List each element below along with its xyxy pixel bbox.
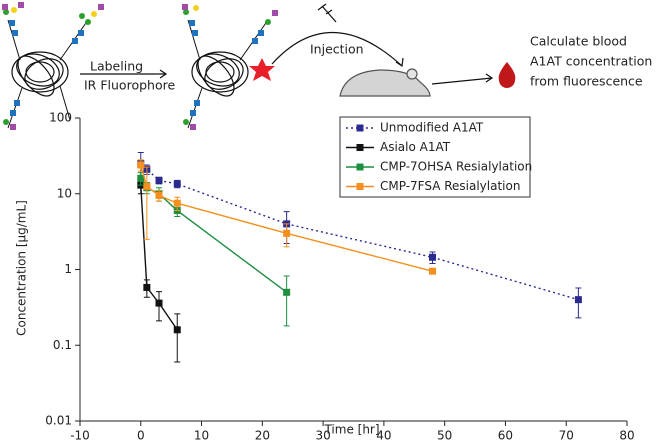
annotation: A1AT concentration [530, 54, 652, 69]
series-line [140, 185, 178, 331]
marker [173, 199, 181, 207]
x-tick-label: 80 [619, 429, 634, 442]
mouse-ear [406, 68, 418, 80]
y-tick-label: 0.1 [53, 338, 72, 352]
error-bar [283, 275, 290, 327]
arrow [271, 32, 404, 68]
legend-label: Asialo A1AT [380, 140, 451, 154]
marker [155, 176, 163, 184]
legend-label: Unmodified A1AT [380, 121, 484, 135]
marker [137, 161, 145, 169]
marker [429, 267, 437, 275]
schematic [2, 2, 516, 130]
legend-box [339, 116, 531, 198]
syringe [317, 3, 337, 23]
marker [137, 174, 145, 182]
annotation: from fluorescence [530, 74, 643, 89]
x-tick-label: 20 [255, 429, 270, 442]
arrow [80, 69, 168, 79]
series-line [140, 177, 288, 293]
protein-blob [11, 51, 69, 97]
legend-marker [356, 183, 364, 190]
annotation: Calculate blood [530, 34, 627, 49]
x-tick-label: 50 [437, 429, 452, 442]
fluorophore-star [249, 58, 275, 81]
error-bar [143, 166, 150, 240]
x-tick-label: 70 [559, 429, 574, 442]
marker [155, 299, 163, 307]
y-tick-label: 1 [64, 262, 72, 276]
legend-label: CMP-7OHSA Resialylation [380, 160, 532, 174]
marker [173, 326, 181, 334]
x-tick-label: 30 [315, 429, 330, 442]
annotation: Labeling [90, 59, 143, 74]
marker [574, 296, 582, 304]
arrow [431, 73, 494, 85]
protein-blob [191, 51, 249, 97]
y-tick-label: 10 [57, 186, 72, 200]
legend: Unmodified A1AT Asialo A1AT CMP-7OHSA Resi… [339, 116, 532, 198]
marker [429, 253, 437, 261]
legend-marker [356, 163, 364, 171]
marker [283, 229, 291, 237]
annotation: IR Fluorophore [84, 78, 175, 93]
marker [143, 182, 151, 190]
marker [143, 283, 151, 291]
error-bar [174, 313, 181, 363]
marker [155, 191, 163, 199]
x-tick-label: 40 [376, 429, 391, 442]
legend-marker [356, 144, 364, 151]
blood-drop [498, 62, 516, 88]
series-line [140, 164, 433, 272]
marker [283, 288, 291, 296]
marker [173, 180, 181, 188]
legend-label: CMP-7FSA Resialylation [380, 179, 520, 193]
x-tick-label: 60 [498, 429, 513, 442]
x-tick-label: 0 [137, 429, 145, 442]
x-tick-label: -10 [70, 429, 90, 442]
plot: 0.01 0.1 1 10 100 -10 0 10 20 30 40 50 60 70 80 Unmodif… [45, 111, 634, 443]
y-axis-label: Concentration [µg/mL] [15, 200, 29, 336]
legend-marker [356, 124, 364, 132]
glycan-units [2, 2, 278, 130]
annotation: Injection [310, 42, 364, 57]
x-tick-label: 10 [194, 429, 209, 442]
y-tick-label: 100 [49, 111, 72, 125]
x-axis-label: Time [hr] [323, 423, 379, 437]
y-tick-label: 0.01 [45, 414, 72, 428]
